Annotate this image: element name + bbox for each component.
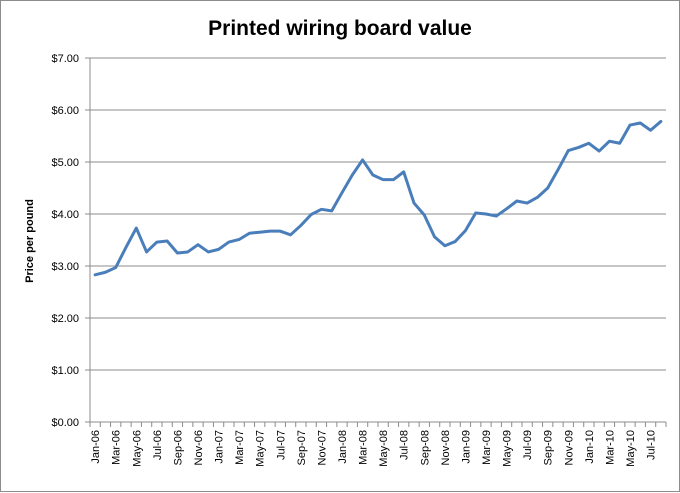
x-tick-label: Sep-08: [419, 430, 431, 465]
x-tick-label: May-06: [131, 430, 143, 467]
x-tick-label: Sep-09: [543, 430, 555, 465]
y-tick-label: $1.00: [51, 365, 79, 377]
y-axis-label: Price per pound: [24, 199, 36, 283]
y-tick-label: $7.00: [51, 53, 79, 65]
y-tick-label: $3.00: [51, 261, 79, 273]
x-tick-label: Nov-09: [563, 430, 575, 465]
y-tick-label: $5.00: [51, 157, 79, 169]
y-tick-label: $0.00: [51, 417, 79, 429]
x-tick-label: May-09: [502, 430, 514, 467]
chart-title: Printed wiring board value: [208, 17, 472, 40]
x-tick-label: Sep-06: [172, 430, 184, 465]
x-tick-label: Nov-06: [193, 430, 205, 465]
data-series: [93, 119, 663, 277]
x-tick-label: Jan-06: [90, 430, 102, 464]
axes: [89, 58, 666, 423]
x-tick-label: May-08: [378, 430, 390, 467]
x-tick-label: May-07: [255, 430, 267, 467]
x-tick-label: Nov-07: [316, 430, 328, 465]
gridlines: [90, 57, 666, 371]
x-tick-label: Nov-08: [440, 430, 452, 465]
x-tick-label: Jul-07: [275, 430, 287, 460]
x-tick-label: Mar-10: [604, 430, 616, 465]
x-tick-label: Sep-07: [296, 430, 308, 465]
x-tick-label: May-10: [625, 430, 637, 467]
x-tick-label: Jul-08: [399, 430, 411, 460]
x-tick-label: Jan-08: [337, 430, 349, 464]
x-tick-label: Jan-07: [214, 430, 226, 464]
x-tick-label: Mar-07: [234, 430, 246, 465]
x-tick-label: Jan-09: [460, 430, 472, 464]
x-tick-label: Jan-10: [584, 430, 596, 464]
x-tick-label: Mar-06: [111, 430, 123, 465]
y-tick-label: $6.00: [51, 105, 79, 117]
x-axis-ticks: Jan-06 Mar-06 May-06 Jul-06 Sep-06 Nov-06 Jan-…: [89, 422, 667, 467]
y-axis-ticks: $0.00 $1.00 $2.00 $3.00 $4.00 $5.00 $6.00 $7.00: [51, 53, 90, 429]
x-tick-label: Jul-09: [522, 430, 534, 460]
x-tick-label: Jul-10: [646, 430, 658, 460]
y-tick-label: $2.00: [51, 313, 79, 325]
x-tick-label: Mar-08: [358, 430, 370, 465]
y-tick-label: $4.00: [51, 209, 79, 221]
x-tick-label: Mar-09: [481, 430, 493, 465]
series-line: [93, 119, 663, 277]
x-tick-label: Jul-06: [152, 430, 164, 460]
